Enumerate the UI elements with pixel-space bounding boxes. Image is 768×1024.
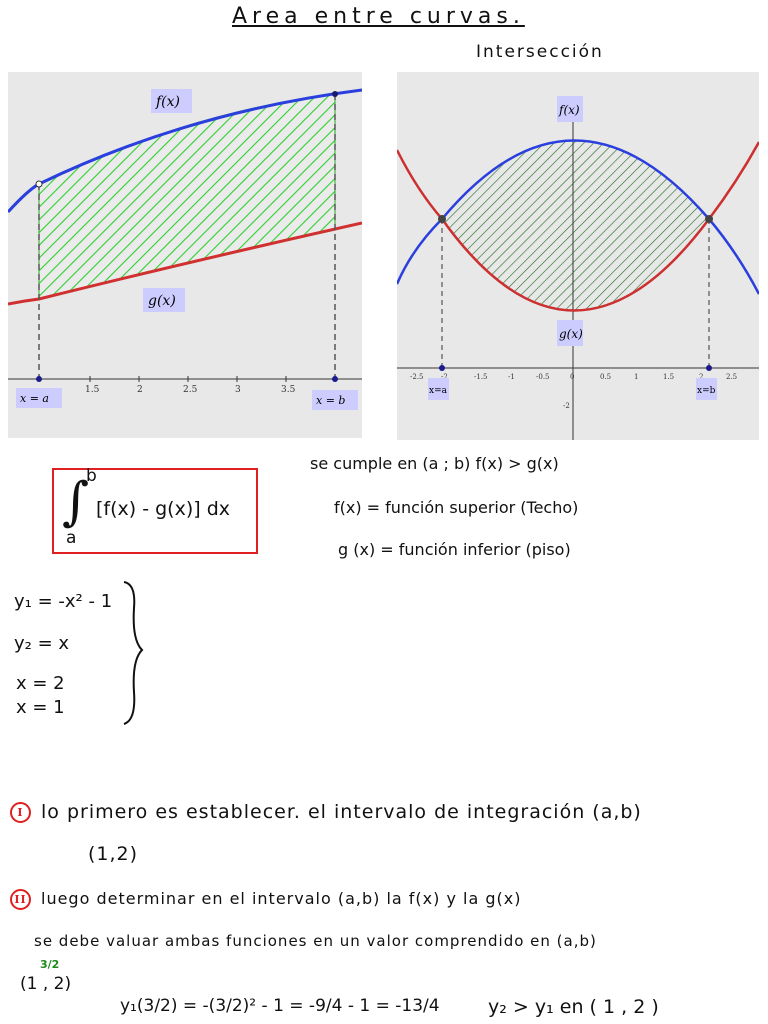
tick-label: 0.5 [600,373,611,381]
tick-label: -1.5 [474,373,488,381]
f-label: f(x) [155,94,180,110]
g-curve [395,141,761,312]
tick-label: 2 [699,373,703,381]
tick-label: 1.5 [663,373,674,381]
conclusion: y₂ > y₁ en ( 1 , 2 ) [488,996,659,1018]
lower-function-note: g (x) = función inferior (piso) [338,540,571,559]
tick-label: -2 [441,373,448,381]
g-curve [7,221,363,306]
tick-label: 1 [634,373,638,381]
f-curve [395,139,761,295]
shaded-region [442,140,709,311]
evaluation-line: y₁(3/2) = -(3/2)² - 1 = -9/4 - 1 = -13/4 [120,996,440,1016]
equation-y2: y₂ = x [14,633,70,654]
tick-label: -2.5 [410,373,424,381]
intersection-graph: -2.5 -2 -1.5 -1 -0.5 0 0.5 1 1.5 2 2.5 -… [395,72,761,440]
step-1-marker: I [10,802,31,823]
integral-lower-limit: a [66,528,77,548]
equation-x1: x = 1 [16,697,65,718]
tick-label: -2 [563,402,570,410]
g-label: g(x) [148,293,176,309]
tick-label: 1.5 [85,385,100,395]
step-1-interval: (1,2) [88,843,139,865]
tick-label: 2.5 [183,385,198,395]
shaded-region [38,93,336,300]
step-2-marker: II [10,889,31,910]
x-b-label: x=b [697,386,716,396]
condition-note: se cumple en (a ; b) f(x) > g(x) [310,454,559,473]
system-brace-icon [123,581,144,725]
f-label: f(x) [558,103,580,117]
tick-label: 3 [235,385,241,395]
tick-label: -1 [508,373,515,381]
tick-label: 3.5 [281,385,296,395]
point-fraction: 3/2 [40,958,60,971]
tick-label: -0.5 [536,373,550,381]
x-a-label: x=a [429,386,448,396]
x-b-label: x = b [316,394,345,407]
area-between-curves-graph: 1.5 2 2.5 3 3.5 f(x) g(x) x = a x = b [6,72,363,438]
integrand: [f(x) - g(x)] dx [96,498,230,520]
step-2: II luego determinar en el intervalo (a,b)… [10,889,521,910]
integral-formula-box: ∫ b a [f(x) - g(x)] dx [52,466,258,554]
integral-sign-icon: ∫ [62,472,90,532]
tick-label: 2.5 [726,373,737,381]
f-curve [6,88,363,214]
equation-y1: y₁ = -x² - 1 [14,591,113,612]
step-2-text: luego determinar en el intervalo (a,b) l… [41,889,522,908]
upper-function-note: f(x) = función superior (Techo) [334,498,579,517]
tick-label: 2 [137,385,143,395]
equation-x2: x = 2 [16,673,65,694]
tick-label: 0 [570,373,574,381]
x-a-label: x = a [20,392,49,405]
step-2-subtext: se debe valuar ambas funciones en un val… [34,932,597,950]
step-1-text: lo primero es establecer. el intervalo d… [41,801,642,823]
page-title: Area entre curvas. [232,4,525,29]
point-label: (1 , 2) [20,974,72,994]
integral-upper-limit: b [86,466,97,486]
g-label: g(x) [559,327,583,341]
intersection-subtitle: Intersección [476,42,604,62]
